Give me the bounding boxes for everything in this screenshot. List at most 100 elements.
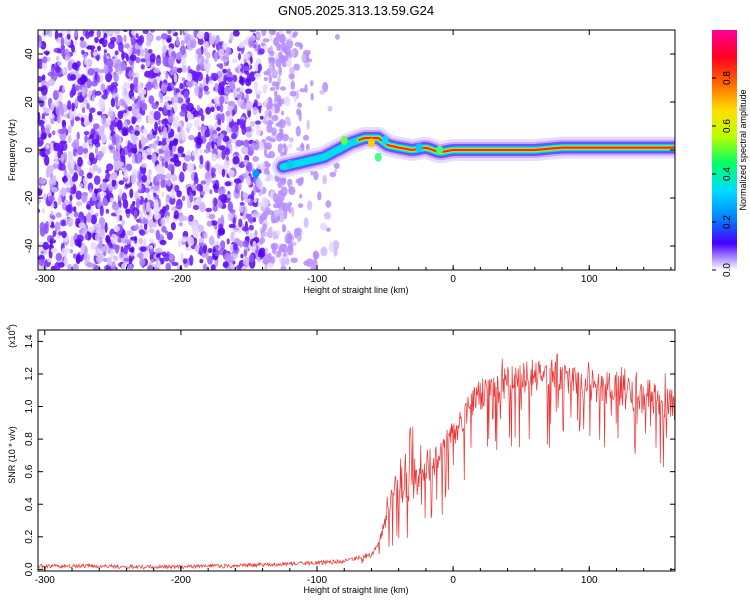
noise-speckle [286, 30, 292, 35]
noise-speckle [89, 30, 95, 35]
noise-speckle [51, 202, 55, 208]
noise-speckle [131, 35, 136, 47]
noise-speckle [196, 137, 203, 146]
noise-speckle [289, 66, 295, 75]
noise-speckle [108, 30, 115, 35]
noise-speckle [252, 211, 260, 218]
noise-speckle [304, 84, 308, 93]
noise-speckle [239, 87, 245, 92]
noise-speckle [204, 41, 210, 50]
noise-speckle [251, 190, 255, 201]
noise-speckle [86, 102, 90, 110]
noise-speckle [140, 94, 145, 101]
noise-speckle [98, 98, 106, 109]
noise-speckle [199, 258, 204, 264]
noise-speckle [177, 238, 182, 248]
noise-speckle [141, 102, 148, 111]
noise-speckle [226, 71, 233, 79]
noise-speckle [189, 192, 194, 203]
noise-speckle [88, 45, 96, 50]
noise-speckle [38, 96, 41, 103]
noise-speckle [326, 227, 331, 232]
noise-speckle [86, 172, 93, 179]
noise-speckle [100, 83, 106, 92]
noise-speckle [236, 264, 242, 270]
noise-speckle [61, 85, 65, 93]
noise-speckle [48, 195, 55, 202]
noise-speckle [110, 82, 119, 88]
noise-speckle [148, 218, 154, 229]
noise-speckle [105, 208, 110, 214]
snr-background [38, 330, 675, 571]
spectrogram-y-axis-label: Frequency (Hz) [7, 119, 17, 181]
noise-speckle [245, 78, 252, 87]
noise-speckle [66, 217, 74, 227]
noise-speckle [222, 55, 230, 61]
noise-speckle [72, 206, 77, 212]
noise-speckle [100, 229, 105, 240]
noise-speckle [245, 198, 251, 203]
noise-speckle [113, 225, 120, 232]
noise-speckle [77, 145, 84, 156]
noise-speckle [176, 190, 182, 198]
noise-speckle [75, 201, 83, 207]
noise-speckle [118, 180, 125, 185]
noise-speckle [261, 196, 269, 208]
noise-speckle [196, 56, 203, 64]
noise-speckle [131, 96, 136, 102]
noise-speckle [169, 140, 175, 147]
spectrogram-x-tick-label: -100 [307, 274, 327, 285]
noise-speckle [123, 257, 130, 262]
noise-speckle [232, 156, 240, 165]
noise-speckle [203, 232, 208, 239]
noise-speckle [139, 229, 146, 236]
noise-speckle [256, 32, 262, 39]
noise-speckle [306, 119, 310, 130]
noise-speckle [123, 170, 128, 179]
noise-speckle [186, 163, 195, 173]
noise-speckle [115, 64, 119, 73]
noise-speckle [166, 215, 170, 223]
noise-speckle [200, 114, 205, 122]
noise-speckle [52, 175, 57, 184]
noise-speckle [55, 212, 62, 218]
noise-speckle [155, 58, 162, 66]
noise-speckle [276, 94, 282, 104]
noise-speckle [232, 88, 237, 98]
noise-speckle [82, 225, 88, 236]
noise-speckle [110, 39, 115, 45]
noise-speckle [83, 152, 88, 159]
noise-speckle [135, 56, 141, 64]
noise-speckle [129, 54, 137, 62]
noise-speckle [94, 36, 99, 44]
noise-speckle [135, 33, 139, 39]
noise-speckle [141, 218, 149, 225]
noise-speckle [117, 110, 124, 120]
noise-speckle [75, 190, 83, 200]
noise-speckle [226, 254, 234, 264]
noise-speckle [86, 78, 92, 89]
noise-speckle [97, 45, 101, 52]
noise-speckle [228, 223, 236, 229]
noise-speckle [125, 112, 130, 117]
noise-speckle [241, 146, 249, 155]
noise-speckle [158, 148, 164, 154]
noise-speckle [278, 213, 285, 223]
noise-speckle [190, 38, 197, 49]
noise-speckle [180, 252, 184, 261]
noise-speckle [279, 86, 287, 91]
noise-speckle [197, 224, 205, 233]
noise-speckle [150, 258, 155, 263]
noise-speckle [187, 236, 195, 247]
noise-speckle [296, 108, 302, 116]
noise-speckle [217, 202, 223, 209]
noise-speckle [141, 136, 147, 148]
noise-speckle [198, 201, 206, 210]
noise-speckle [262, 211, 269, 218]
snr-y-tick-label: 1.2 [24, 367, 35, 381]
noise-speckle [310, 265, 317, 270]
noise-speckle [42, 107, 50, 113]
noise-speckle [162, 45, 168, 53]
noise-speckle [233, 243, 238, 252]
noise-speckle [263, 71, 269, 76]
